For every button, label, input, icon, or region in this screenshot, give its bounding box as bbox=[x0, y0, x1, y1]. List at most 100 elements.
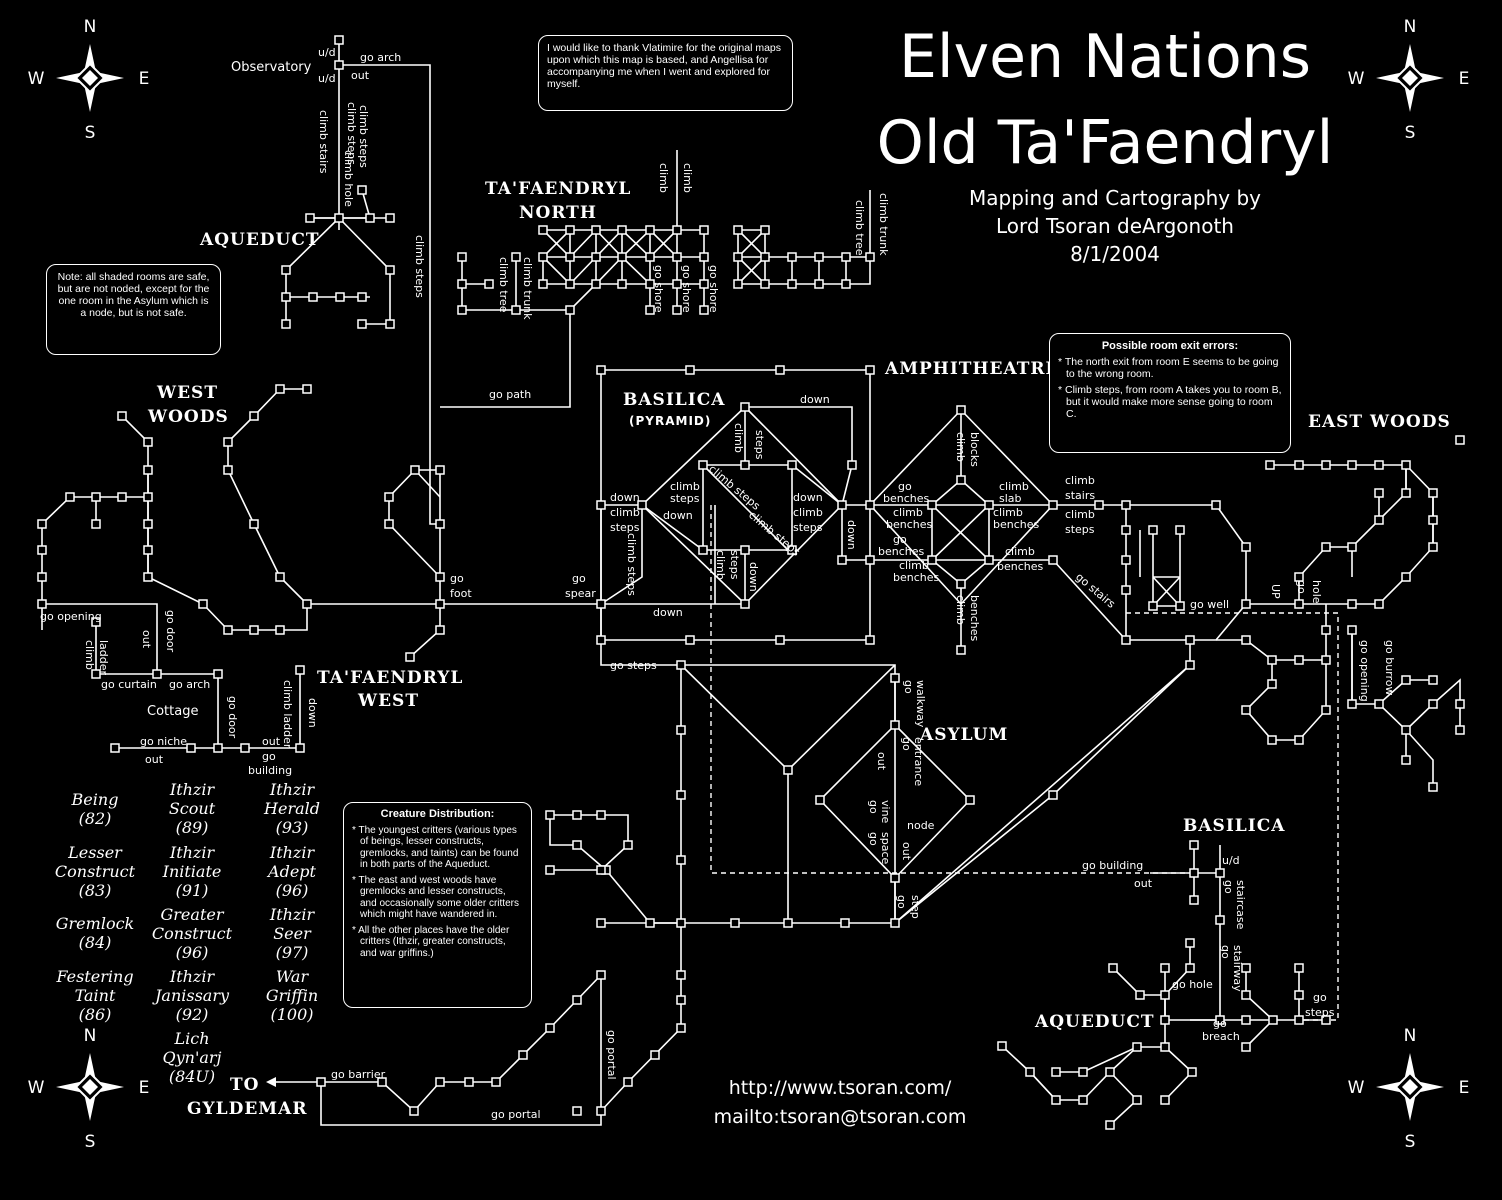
room-marker bbox=[740, 599, 750, 609]
creature-level: (84U) bbox=[169, 1067, 215, 1086]
exit-label: steps bbox=[610, 521, 640, 534]
room-marker bbox=[698, 545, 708, 555]
room-marker bbox=[596, 918, 606, 928]
room-marker bbox=[1265, 460, 1275, 470]
exit-label: staircase bbox=[1234, 880, 1247, 930]
room-marker bbox=[1215, 915, 1225, 925]
exit-label: go bbox=[572, 572, 586, 585]
room-marker bbox=[1428, 675, 1438, 685]
compass-letter: N bbox=[84, 1026, 97, 1046]
room-marker bbox=[1160, 1095, 1170, 1105]
room-marker bbox=[1160, 1015, 1170, 1025]
room-marker bbox=[1094, 500, 1104, 510]
room-marker bbox=[760, 279, 770, 289]
room-marker bbox=[740, 402, 750, 412]
room-marker bbox=[617, 225, 627, 235]
exit-label: down bbox=[800, 393, 830, 406]
room-marker bbox=[37, 572, 47, 582]
room-marker bbox=[841, 279, 851, 289]
compass-letter: W bbox=[28, 69, 45, 89]
room-marker bbox=[511, 305, 521, 315]
room-marker bbox=[1321, 655, 1331, 665]
room-marker bbox=[295, 665, 305, 675]
room-marker bbox=[538, 279, 548, 289]
room-marker bbox=[890, 720, 900, 730]
room-marker bbox=[186, 743, 196, 753]
creature-entry: Being(82) bbox=[71, 790, 119, 828]
room-marker bbox=[143, 545, 153, 555]
room-marker bbox=[676, 918, 686, 928]
exit-label: go bbox=[867, 800, 880, 814]
room-marker bbox=[213, 669, 223, 679]
room-marker bbox=[435, 572, 445, 582]
room-marker bbox=[787, 460, 797, 470]
room-marker bbox=[1241, 635, 1251, 645]
exit-label: vine bbox=[879, 800, 892, 824]
exit-label: steps bbox=[1065, 523, 1095, 536]
room-marker bbox=[435, 519, 445, 529]
creature-name: Adept bbox=[266, 862, 317, 881]
room-marker bbox=[1189, 840, 1199, 850]
room-marker bbox=[645, 225, 655, 235]
exit-label: down bbox=[306, 698, 319, 728]
room-marker bbox=[572, 995, 582, 1005]
creature-name: Ithzir bbox=[269, 843, 316, 862]
exit-label: go door bbox=[164, 610, 177, 653]
credit-line2: Lord Tsoran deArgonoth bbox=[996, 214, 1234, 238]
room-marker bbox=[357, 319, 367, 329]
exit-label: out bbox=[140, 630, 153, 649]
exit-label: climb tree bbox=[497, 257, 510, 313]
room-marker bbox=[1148, 601, 1158, 611]
creature-name: Ithzir bbox=[269, 905, 316, 924]
compass-letter: N bbox=[1404, 17, 1417, 37]
exit-label: go bbox=[1295, 580, 1308, 594]
exit-label: benches bbox=[997, 560, 1044, 573]
room-marker bbox=[334, 35, 344, 45]
room-marker bbox=[117, 411, 127, 421]
room-marker bbox=[1267, 679, 1277, 689]
room-marker bbox=[596, 500, 606, 510]
room-marker bbox=[405, 652, 415, 662]
email-link[interactable]: mailto:tsoran@tsoran.com bbox=[713, 1106, 967, 1128]
room-marker bbox=[840, 918, 850, 928]
creature-level: (89) bbox=[176, 818, 209, 837]
creature-distribution-box: Creature Distribution: * The youngest cr… bbox=[343, 802, 532, 1008]
exit-label: go bbox=[1219, 945, 1232, 959]
room-marker bbox=[385, 213, 395, 223]
exit-label: go shore bbox=[707, 265, 720, 313]
exit-label: ladder bbox=[97, 640, 110, 676]
exit-label: benches bbox=[883, 492, 930, 505]
creature-name: War bbox=[276, 967, 310, 986]
room-marker bbox=[1294, 460, 1304, 470]
creature-name: Griffin bbox=[266, 986, 318, 1005]
room-marker bbox=[518, 1050, 528, 1060]
compass-letter: S bbox=[1405, 123, 1416, 143]
room-marker bbox=[645, 305, 655, 315]
room-marker bbox=[249, 519, 259, 529]
exit-label: climb bbox=[999, 480, 1029, 493]
room-marker bbox=[117, 492, 127, 502]
exit-label: go shore bbox=[652, 265, 665, 313]
room-marker bbox=[91, 617, 101, 627]
exit-label: climb hole bbox=[342, 150, 355, 207]
room-marker bbox=[637, 500, 647, 510]
exit-label: space bbox=[879, 832, 892, 865]
room-marker bbox=[1321, 1015, 1331, 1025]
room-marker bbox=[965, 795, 975, 805]
room-marker bbox=[572, 810, 582, 820]
room-marker bbox=[1455, 725, 1465, 735]
room-marker bbox=[1401, 572, 1411, 582]
room-marker bbox=[645, 252, 655, 262]
exit-label: hole bbox=[1310, 580, 1323, 604]
exit-label: benches bbox=[893, 571, 940, 584]
website-link[interactable]: http://www.tsoran.com/ bbox=[728, 1077, 952, 1099]
room-marker bbox=[1048, 790, 1058, 800]
room-marker bbox=[865, 500, 875, 510]
creature-name: Lesser bbox=[67, 843, 123, 862]
room-marker bbox=[730, 918, 740, 928]
room-marker bbox=[1267, 735, 1277, 745]
exit-label: climb ladder bbox=[281, 680, 294, 749]
room-marker bbox=[1401, 725, 1411, 735]
